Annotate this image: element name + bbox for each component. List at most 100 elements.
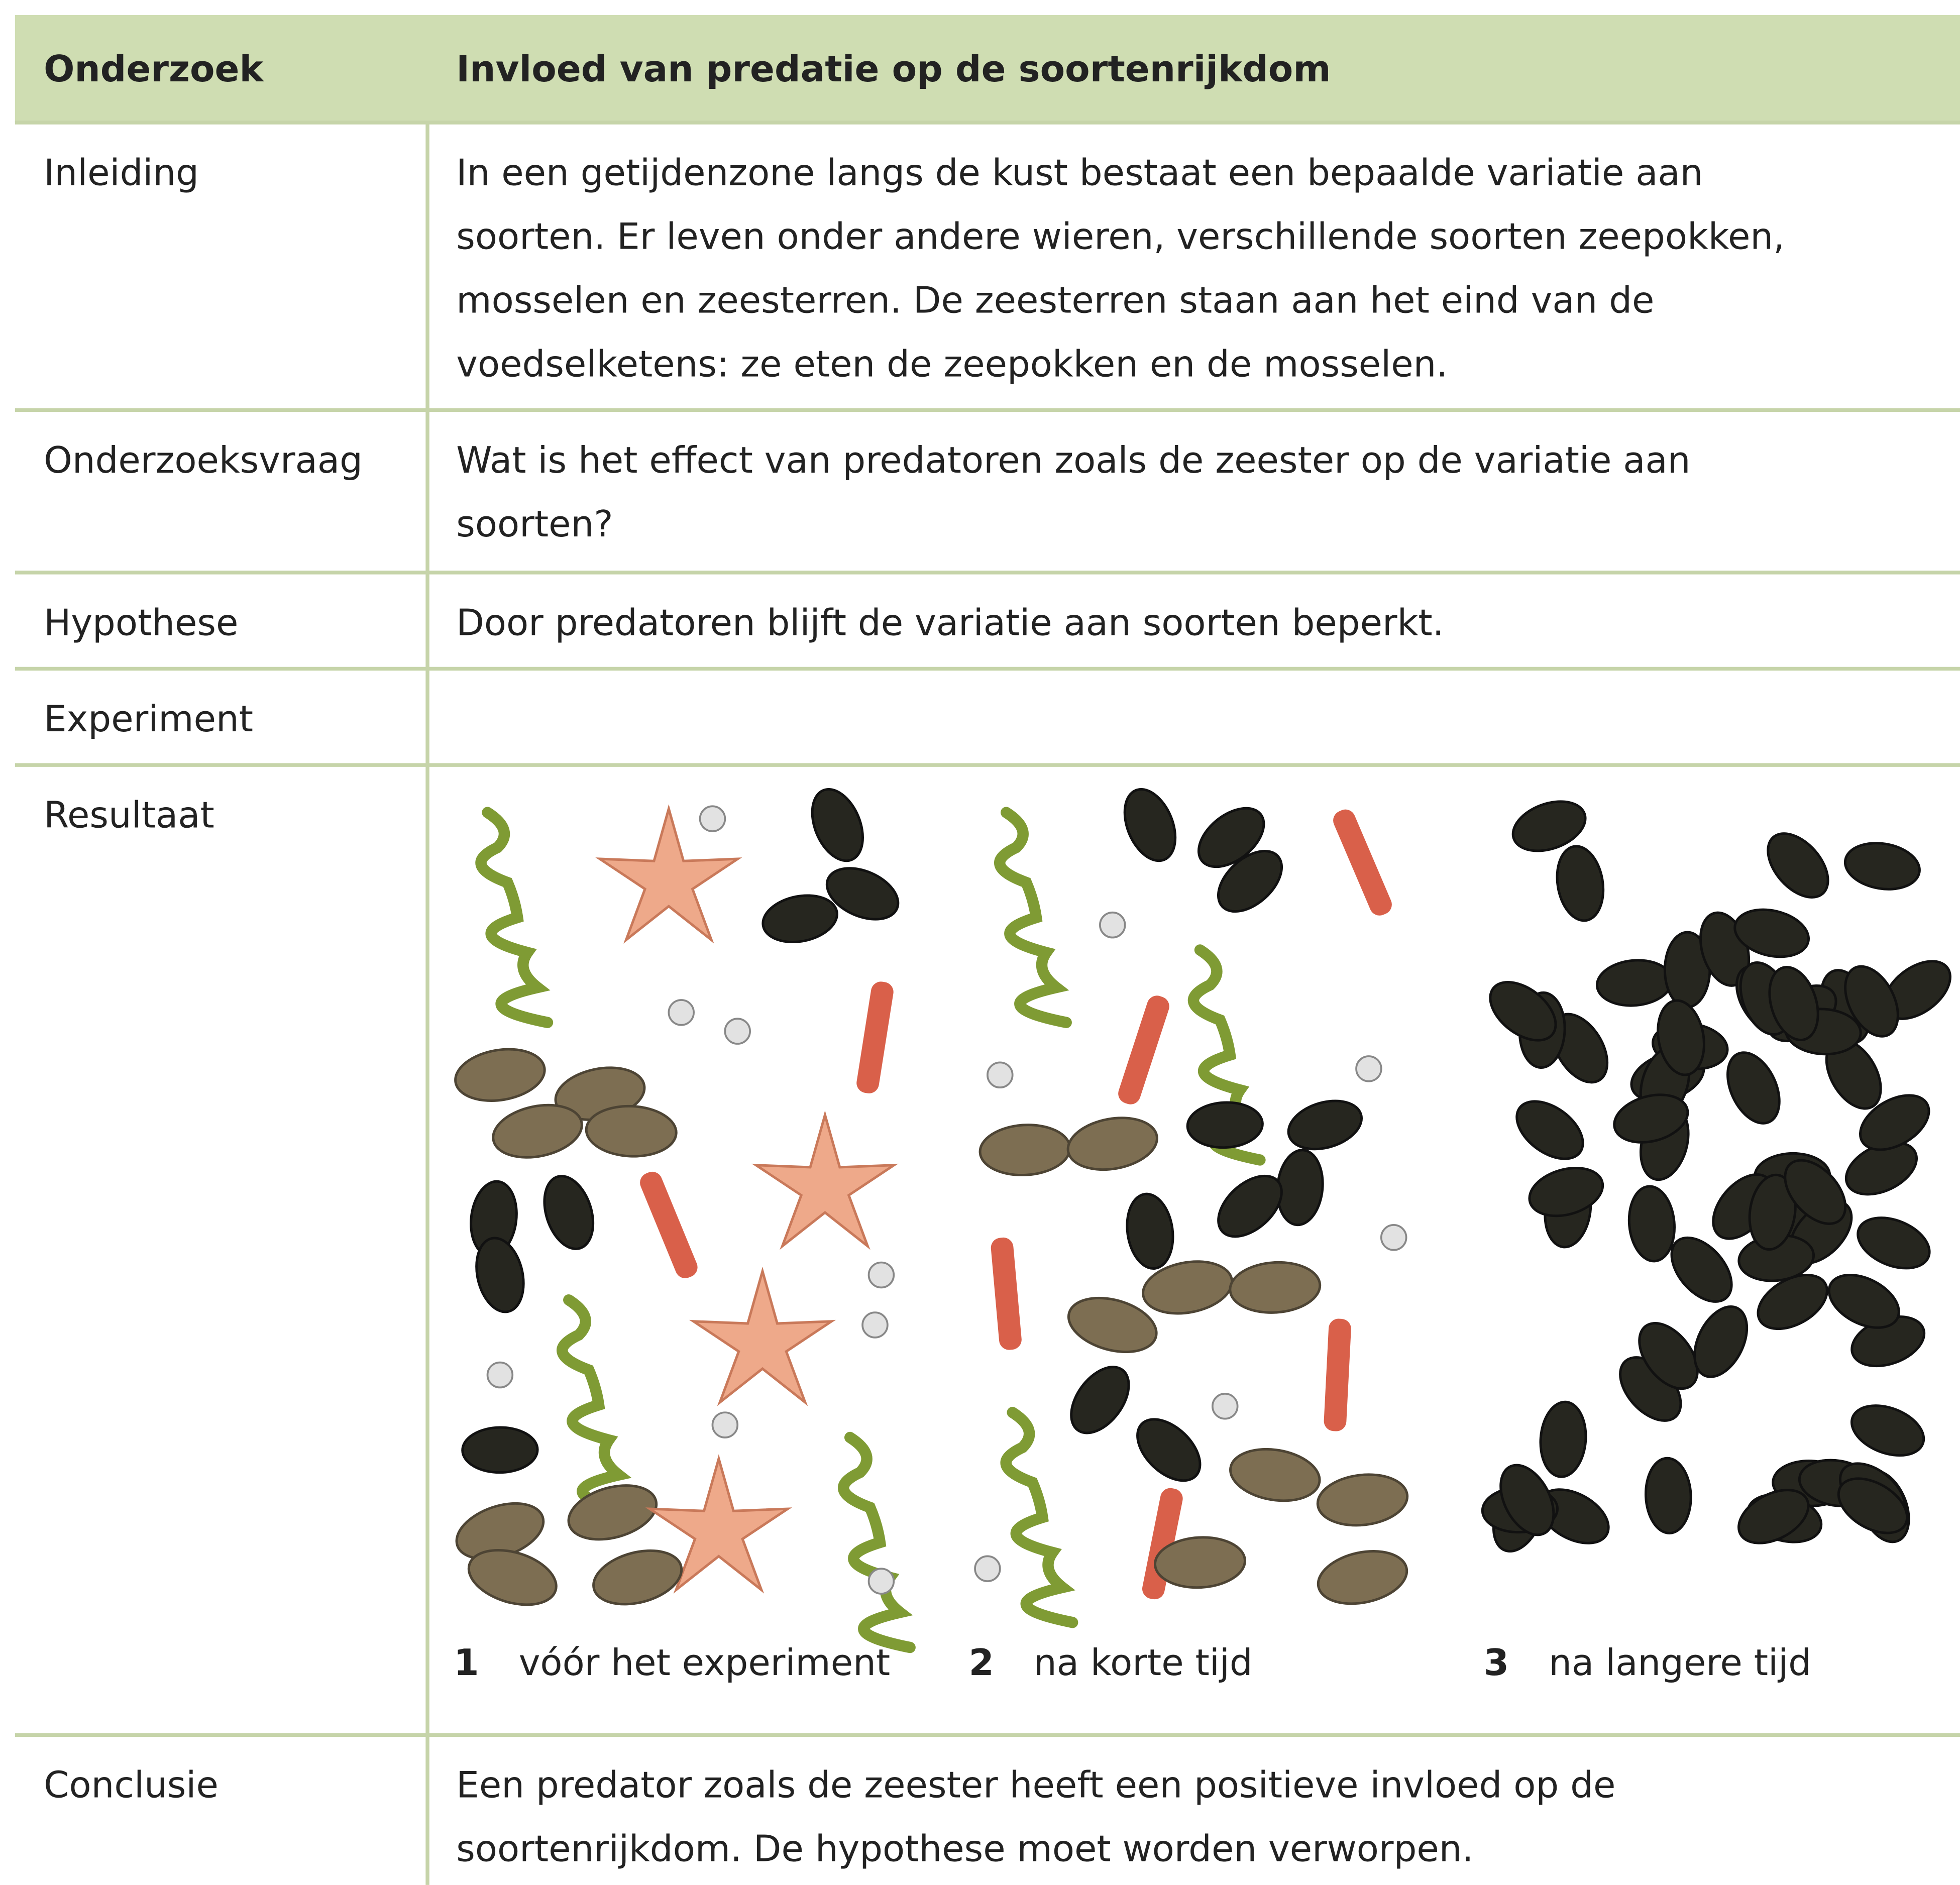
mussel — [1638, 1321, 1699, 1390]
illustrations — [454, 788, 1951, 1653]
row-label: Inleiding — [44, 152, 199, 194]
mussel — [1857, 1216, 1931, 1270]
panel-number: 1 — [454, 1642, 479, 1684]
mussel — [1693, 1305, 1749, 1378]
mussel — [1850, 1404, 1925, 1457]
mussel — [1556, 845, 1605, 922]
mussel — [811, 788, 864, 862]
mussel — [1670, 1236, 1733, 1303]
oyster — [1229, 1448, 1321, 1502]
mussel — [1657, 999, 1705, 1076]
mussel — [1613, 1093, 1689, 1144]
mussel — [1837, 1477, 1909, 1534]
panel-caption: na korte tijd — [1034, 1642, 1253, 1684]
starfish — [595, 804, 742, 944]
barnacle — [867, 1568, 895, 1595]
mussel — [1843, 842, 1921, 891]
mussel — [1748, 1173, 1797, 1251]
coral — [1333, 809, 1392, 916]
barnacle — [1380, 1224, 1407, 1251]
mussel — [1767, 832, 1829, 899]
seaweed — [475, 807, 554, 1028]
mussel — [1595, 959, 1673, 1007]
oyster — [1142, 1260, 1234, 1315]
mussel — [761, 894, 838, 943]
mussel — [1859, 1094, 1930, 1151]
seaweed — [994, 807, 1072, 1028]
mussel — [1123, 788, 1177, 862]
row-text: soortenrijkdom. De hypothese moet worden… — [456, 1828, 1473, 1870]
mussel — [1768, 965, 1819, 1042]
oyster — [567, 1484, 658, 1541]
oyster — [1066, 1117, 1158, 1171]
barnacle — [974, 1555, 1001, 1583]
barnacle — [486, 1361, 514, 1389]
mussel — [1539, 1400, 1587, 1478]
mussel — [1627, 1185, 1676, 1263]
barnacle — [711, 1411, 739, 1438]
row-label: Hypothese — [44, 602, 238, 644]
mussel — [1827, 1273, 1900, 1329]
mussel — [1733, 908, 1810, 958]
mussel — [1217, 850, 1283, 913]
mussel — [475, 1237, 525, 1313]
oyster — [492, 1103, 583, 1159]
header-col1: Onderzoek — [44, 48, 264, 90]
mussel — [1489, 980, 1557, 1042]
row-label: Resultaat — [44, 795, 214, 837]
mussel — [1644, 1457, 1692, 1534]
mussel — [1126, 1192, 1174, 1270]
row-label: Experiment — [44, 698, 253, 740]
mussel — [543, 1175, 595, 1250]
barnacle — [987, 1061, 1014, 1089]
mussel — [1287, 1099, 1363, 1151]
barnacle — [1099, 911, 1126, 939]
mussel — [1197, 807, 1265, 868]
coral — [991, 1237, 1022, 1350]
mussel — [1136, 1418, 1202, 1482]
oyster — [585, 1104, 678, 1158]
mussel — [1528, 1166, 1604, 1217]
seaweed — [1000, 1406, 1078, 1628]
oyster — [1317, 1550, 1408, 1605]
seaweed — [557, 1294, 634, 1516]
row-label: Onderzoeksvraag — [44, 439, 363, 482]
barnacle — [724, 1018, 751, 1045]
oyster — [1316, 1473, 1409, 1527]
panel-number: 2 — [969, 1642, 994, 1684]
panel-caption: na langere tijd — [1549, 1642, 1811, 1684]
row-text: Een predator zoals de zeester heeft een … — [456, 1764, 1615, 1807]
starfish — [645, 1454, 793, 1594]
mussel — [1515, 1100, 1584, 1160]
coral — [1324, 1318, 1351, 1431]
mussel — [1757, 1274, 1828, 1330]
barnacle — [699, 805, 726, 832]
mussel — [1186, 1101, 1264, 1149]
seaweed — [838, 1431, 916, 1653]
mussel — [1511, 800, 1587, 852]
starfish — [751, 1110, 899, 1250]
panel-number: 3 — [1484, 1642, 1509, 1684]
mussel — [1070, 1366, 1130, 1434]
mussel — [1737, 1489, 1810, 1544]
row-text: In een getijdenzone langs de kust bestaa… — [456, 152, 1703, 194]
row-text: soorten? — [456, 503, 613, 545]
coral — [856, 981, 894, 1093]
coral — [640, 1171, 698, 1278]
oyster — [978, 1124, 1071, 1177]
mussel — [1499, 1464, 1555, 1536]
header-col2: Invloed van predatie op de soortenrijkdo… — [456, 48, 1331, 90]
row-text: Wat is het effect van predatoren zoals d… — [456, 439, 1690, 482]
mussel — [825, 867, 900, 921]
starfish — [689, 1266, 836, 1406]
mussel — [1726, 1051, 1781, 1125]
row-text: voedselketens: ze eten de zeepokken en d… — [456, 343, 1448, 385]
oyster — [1153, 1536, 1246, 1589]
header-band — [15, 15, 1960, 123]
oyster — [1067, 1296, 1158, 1354]
panel-caption: vóór het experiment — [519, 1642, 890, 1684]
oyster — [467, 1548, 558, 1606]
coral — [1142, 1488, 1183, 1600]
